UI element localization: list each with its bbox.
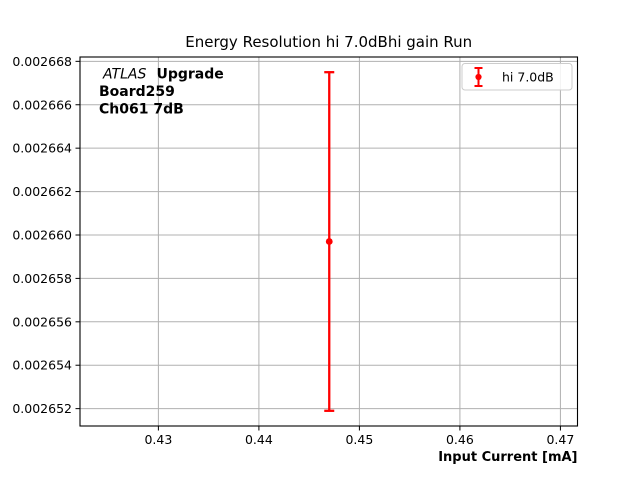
svg-text:0.44: 0.44 <box>245 432 273 447</box>
annotation-atlas: ATLAS <box>102 67 146 83</box>
svg-text:0.46: 0.46 <box>446 432 474 447</box>
svg-text:0.002664: 0.002664 <box>12 141 72 156</box>
data-point-marker <box>325 238 333 245</box>
annotation-channel: Ch061 7dB <box>99 102 184 118</box>
legend-label: hi 7.0dB <box>502 70 554 85</box>
annotation-board: Board259 <box>99 84 175 100</box>
svg-text:0.43: 0.43 <box>144 432 172 447</box>
svg-text:0.45: 0.45 <box>345 432 373 447</box>
errorbar-series <box>324 71 335 412</box>
errorbar-marker-icon <box>474 67 483 87</box>
svg-text:0.002654: 0.002654 <box>12 358 72 373</box>
svg-text:0.002658: 0.002658 <box>12 271 72 286</box>
svg-text:0.002666: 0.002666 <box>12 97 72 112</box>
legend: hi 7.0dB <box>461 63 573 91</box>
legend-frame <box>461 63 573 91</box>
x-axis-label: Input Current [mA] <box>438 450 577 465</box>
plot-frame <box>79 56 579 427</box>
svg-text:0.002662: 0.002662 <box>12 184 72 199</box>
annotation-upgrade: Upgrade <box>156 67 223 83</box>
svg-text:0.47: 0.47 <box>546 432 574 447</box>
annotation-line-1: ATLAS Upgrade <box>102 64 224 83</box>
svg-text:0.002656: 0.002656 <box>12 314 72 329</box>
axis-ticks: 0.43 0.44 0.45 0.46 0.47 0.002652 0.002654 0.00… <box>12 54 574 447</box>
svg-text:0.002668: 0.002668 <box>12 54 72 69</box>
svg-text:0.002660: 0.002660 <box>12 227 72 242</box>
plot-annotation: ATLAS Upgrade Board259 Ch061 7dB <box>99 64 224 118</box>
chart-title: Energy Resolution hi 7.0dBhi gain Run <box>185 33 472 51</box>
svg-text:0.002652: 0.002652 <box>12 401 72 416</box>
